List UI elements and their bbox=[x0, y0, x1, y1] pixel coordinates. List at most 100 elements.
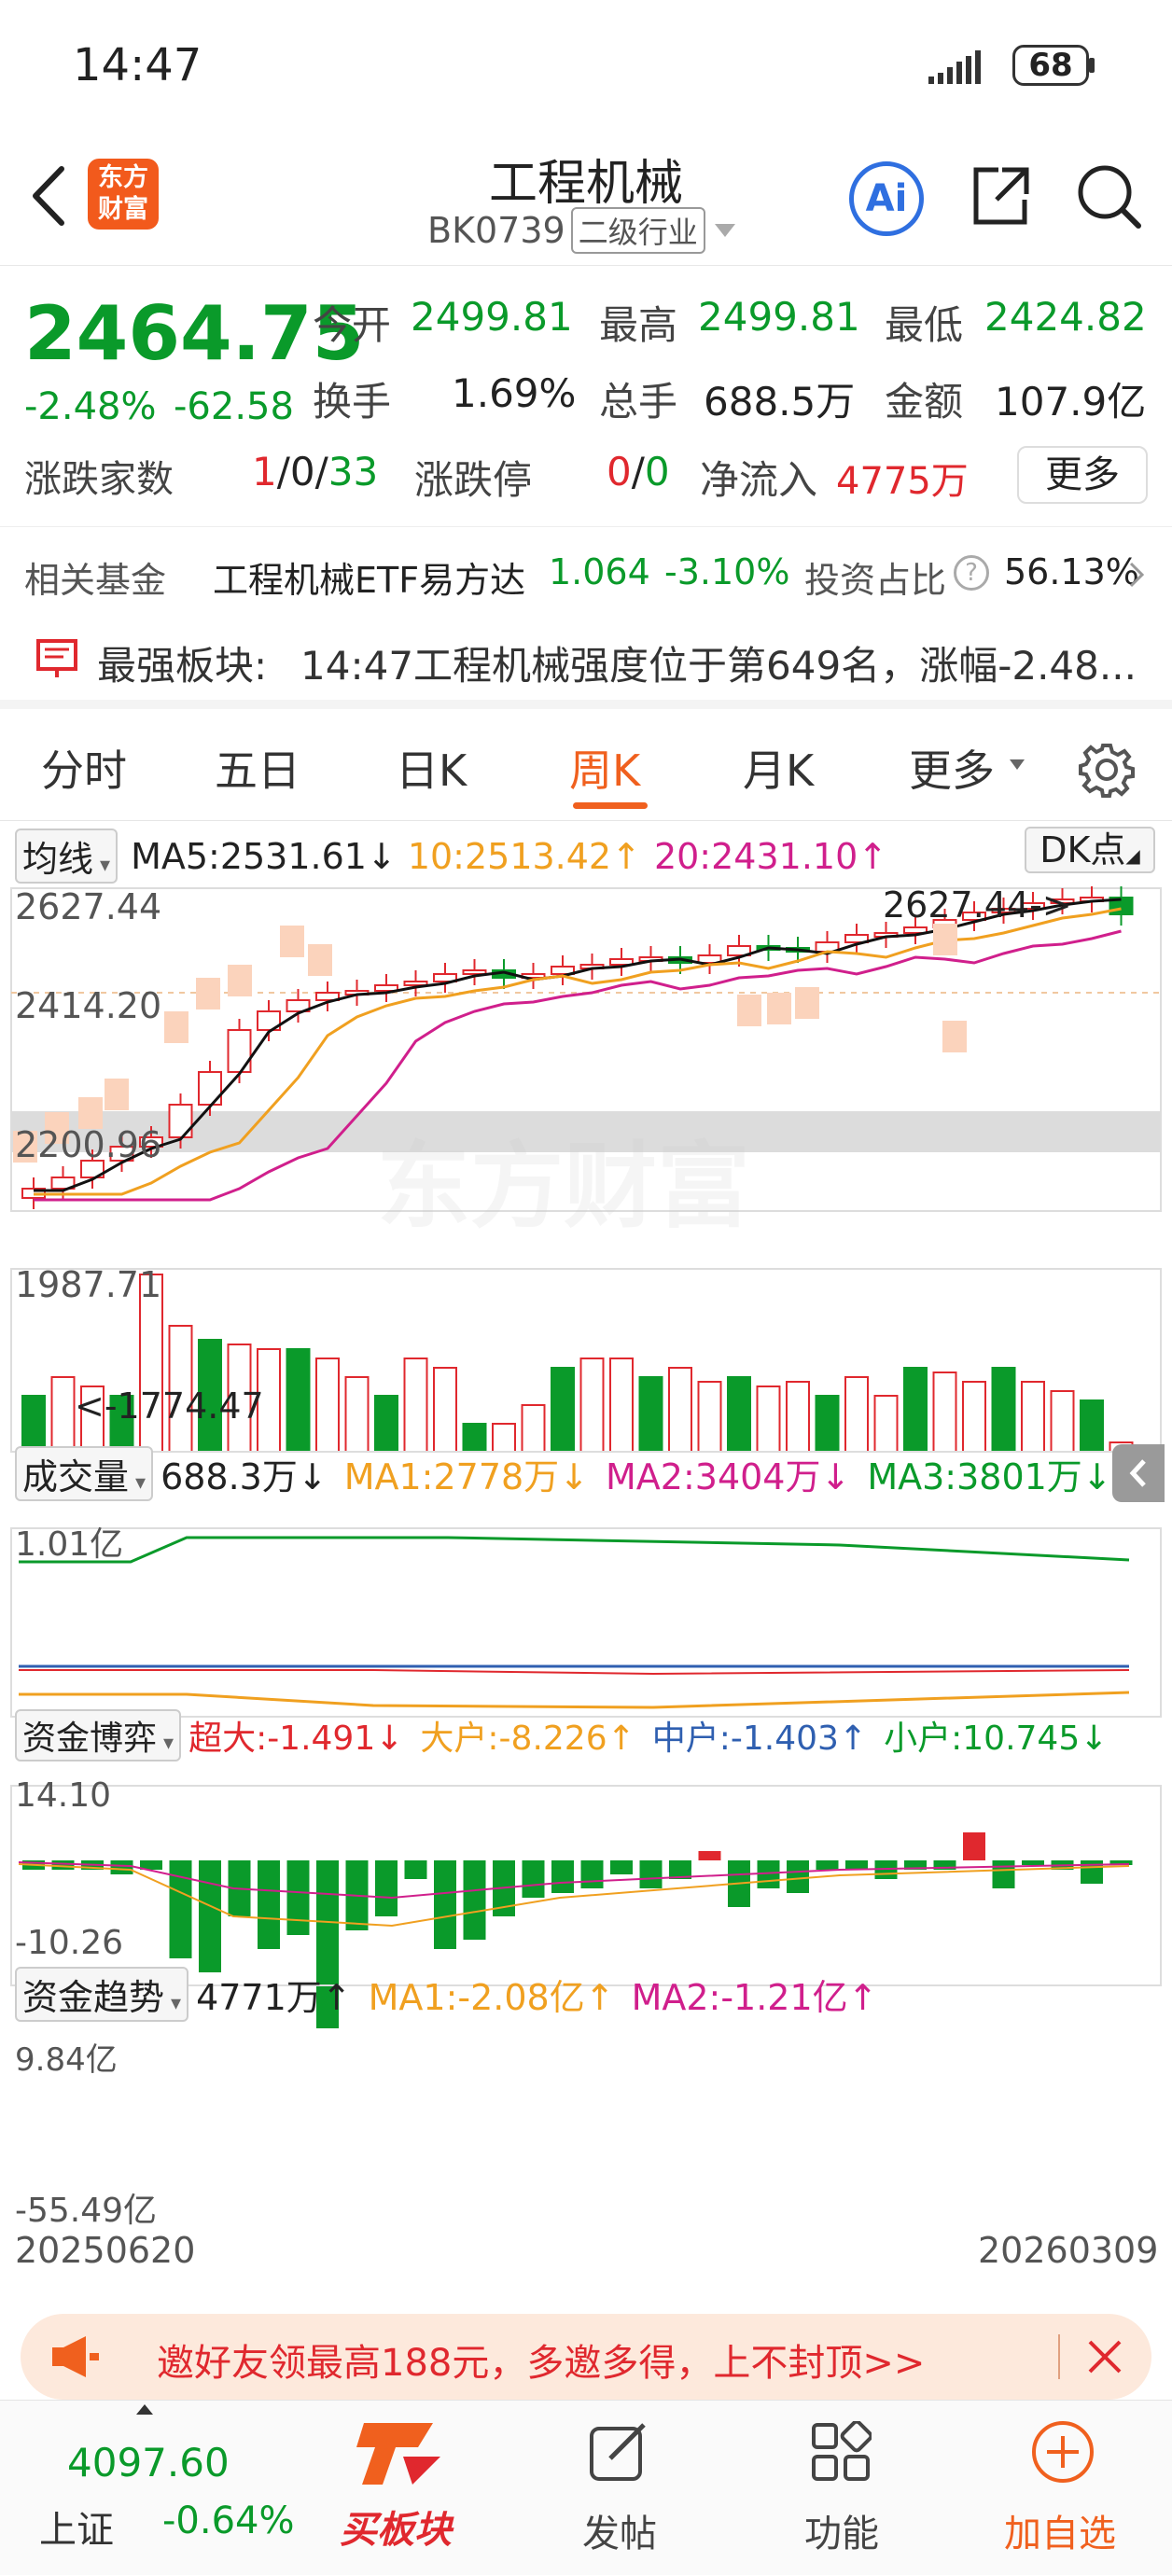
td-marker bbox=[164, 1011, 188, 1043]
fund-price: 1.064 bbox=[549, 551, 650, 592]
change-pct: -2.48% bbox=[24, 385, 157, 428]
ylabel-4: 1987.71 bbox=[15, 1264, 162, 1305]
chevron-right-icon[interactable] bbox=[1127, 561, 1146, 592]
volume-bar bbox=[1050, 1390, 1075, 1453]
edit-icon bbox=[588, 2421, 649, 2483]
volume-legend: 成交量 ▾ 688.3万↓ MA1:2778万↓ MA2:3404万↓ MA3:… bbox=[15, 1446, 1112, 1501]
fund-label: 相关基金 bbox=[24, 560, 167, 601]
trend-bar bbox=[286, 1860, 310, 1935]
volume-bar bbox=[844, 1376, 869, 1453]
volume-bar bbox=[433, 1367, 457, 1453]
post-button[interactable]: 发帖 bbox=[567, 2401, 670, 2576]
flat-count: /0/ bbox=[276, 449, 328, 494]
logo-line1: 东方 bbox=[98, 163, 148, 192]
volume-bar bbox=[1021, 1381, 1045, 1453]
volume-bar bbox=[697, 1381, 722, 1453]
volume-bar bbox=[786, 1381, 810, 1453]
ma-selector[interactable]: 均线 ▾ bbox=[15, 828, 119, 884]
game-frame bbox=[10, 1527, 1162, 1718]
sector-code-row: BK0739 二级行业 bbox=[427, 207, 735, 254]
volume-bars-group bbox=[21, 1274, 1134, 1453]
search-icon[interactable] bbox=[1073, 160, 1144, 231]
back-icon[interactable] bbox=[24, 163, 71, 229]
volume-bar bbox=[727, 1376, 751, 1453]
volume-bar bbox=[873, 1395, 899, 1453]
trend-value: 4771万↑ bbox=[196, 1977, 352, 2018]
tab-more[interactable]: 更多 bbox=[909, 745, 995, 796]
candle-body bbox=[403, 981, 428, 986]
more-button[interactable]: 更多 bbox=[1017, 446, 1148, 504]
tab-daily-k[interactable]: 日K bbox=[396, 745, 467, 796]
turnover-value: 1.69% bbox=[452, 370, 577, 416]
date-end: 20260309 bbox=[978, 2230, 1159, 2271]
ma-legend: 均线 ▾ MA5:2531.61↓ 10:2513.42↑ 20:2431.10… bbox=[15, 828, 887, 884]
volume-selector[interactable]: 成交量 ▾ bbox=[15, 1446, 154, 1501]
trend-bar bbox=[816, 1860, 839, 1870]
trend-selector[interactable]: 资金趋势 ▾ bbox=[15, 1967, 189, 2022]
up-count: 1 bbox=[252, 449, 277, 494]
volume-label: 总手 bbox=[599, 379, 678, 425]
fund-ratio: 56.13% bbox=[1004, 551, 1139, 592]
battery-level: 68 bbox=[1028, 47, 1073, 84]
help-icon[interactable]: ? bbox=[954, 555, 989, 591]
trend-ma1-line bbox=[18, 1863, 1130, 1928]
trend-bar bbox=[51, 1860, 75, 1870]
app-logo: 东方 财富 bbox=[88, 159, 159, 230]
tab-intraday[interactable]: 分时 bbox=[41, 745, 127, 796]
td-marker bbox=[767, 993, 791, 1024]
strongest-sector-row[interactable]: 最强板块: 14:47工程机械强度位于第649名，涨幅-2.48... bbox=[0, 616, 1172, 709]
close-icon[interactable] bbox=[1082, 2334, 1127, 2379]
volume-bar bbox=[521, 1404, 546, 1453]
tab-weekly-k[interactable]: 周K bbox=[569, 745, 641, 796]
trend-selector-label: 资金趋势 bbox=[22, 1977, 165, 2018]
strong-label: 最强板块: bbox=[97, 643, 268, 689]
updown-label: 涨跌家数 bbox=[24, 458, 174, 501]
volume-ma2: MA2:3404万↓ bbox=[606, 1456, 851, 1497]
game-selector[interactable]: 资金博弈 ▾ bbox=[15, 1709, 182, 1761]
tab-monthly-k[interactable]: 月K bbox=[743, 745, 815, 796]
chart-area[interactable]: 均线 ▾ MA5:2531.61↓ 10:2513.42↑ 20:2431.10… bbox=[0, 821, 1172, 2277]
index-value: 4097.60 bbox=[67, 2440, 230, 2485]
low-value: 2424.82 bbox=[984, 294, 1147, 340]
ai-button[interactable]: Ai bbox=[849, 161, 924, 236]
game-mid: 中户:-1.403↑ bbox=[651, 1720, 868, 1758]
limit-down: 0 bbox=[644, 449, 670, 494]
volume-bar bbox=[815, 1395, 840, 1453]
ai-label: Ai bbox=[865, 177, 908, 220]
volume-bar bbox=[374, 1395, 398, 1453]
period-tabs: 分时 五日 日K 周K 月K 更多 bbox=[0, 718, 1172, 821]
volume-frame bbox=[10, 1268, 1162, 1453]
index-ticker[interactable]: 4097.60 上证 -0.64% bbox=[0, 2401, 299, 2576]
gear-icon[interactable] bbox=[1078, 741, 1136, 799]
volume-bar bbox=[257, 1348, 281, 1453]
ylabel-1: 2627.44 bbox=[15, 886, 162, 927]
signal-icon bbox=[928, 49, 996, 86]
collapse-panel-button[interactable] bbox=[1112, 1444, 1165, 1502]
buy-sector-button[interactable]: 买板块 bbox=[332, 2401, 472, 2576]
tab-five-day[interactable]: 五日 bbox=[215, 745, 300, 796]
caret-up-icon bbox=[136, 2404, 153, 2415]
trend-bar bbox=[669, 1860, 691, 1879]
td-marker bbox=[942, 1021, 967, 1052]
function-button[interactable]: 功能 bbox=[789, 2401, 892, 2576]
volume-bar bbox=[315, 1358, 340, 1453]
trend-bar bbox=[110, 1860, 133, 1874]
trend-bar bbox=[140, 1860, 162, 1870]
candle-body bbox=[1050, 898, 1075, 904]
share-icon[interactable] bbox=[967, 162, 1034, 230]
candle-body bbox=[80, 1160, 105, 1178]
td-marker bbox=[933, 924, 957, 955]
limit-label: 涨跌停 bbox=[414, 457, 533, 503]
index-pct: -0.64% bbox=[162, 2499, 295, 2542]
add-watchlist-button[interactable]: 加自选 bbox=[995, 2401, 1135, 2576]
invite-banner[interactable]: 邀好友领最高188元，多邀多得，上不封顶>> bbox=[21, 2314, 1151, 2400]
td-marker bbox=[78, 1097, 103, 1129]
trend-ma2: MA2:-1.21亿↑ bbox=[631, 1977, 878, 2018]
candle-body bbox=[50, 1177, 76, 1190]
volume-bar bbox=[227, 1344, 252, 1453]
related-fund-row[interactable]: 相关基金 工程机械ETF易方达 1.064 -3.10% 投资占比 ? 56.1… bbox=[0, 527, 1172, 616]
volume-bar bbox=[991, 1367, 1016, 1453]
chevron-down-icon[interactable] bbox=[714, 224, 735, 237]
dk-point-button[interactable]: DK点◢ bbox=[1025, 827, 1155, 873]
index-name: 上证 bbox=[39, 2509, 114, 2552]
